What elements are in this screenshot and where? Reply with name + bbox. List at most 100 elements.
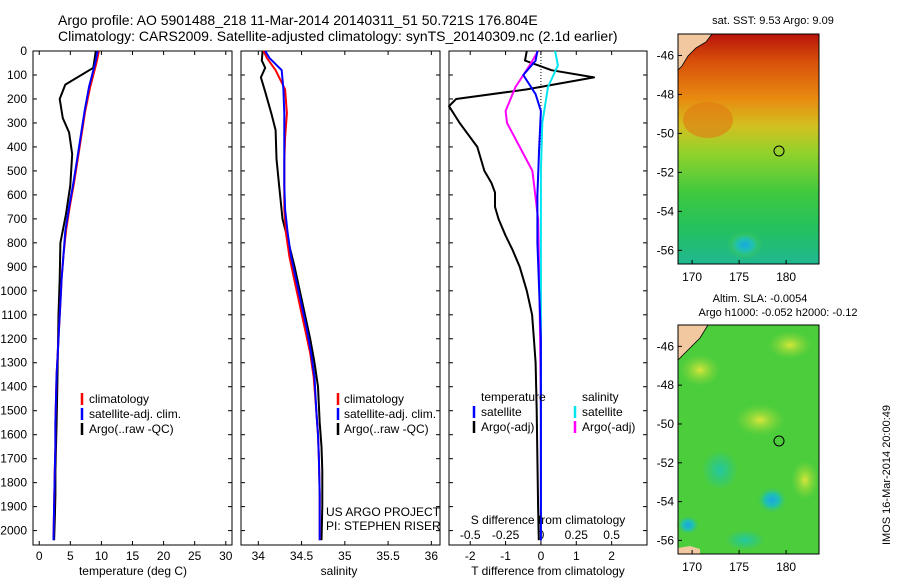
depth-tick-label: 200 bbox=[7, 92, 27, 106]
x-tick-label: 10 bbox=[95, 549, 109, 563]
series-temperature-argo-adj- bbox=[448, 50, 595, 541]
x-tick-label: 30 bbox=[219, 549, 233, 563]
map-x-tick-label: 175 bbox=[729, 560, 749, 574]
depth-tick-label: 1400 bbox=[0, 380, 27, 394]
map-y-tick-label: -52 bbox=[657, 165, 675, 179]
coastline-land bbox=[678, 546, 700, 554]
temperature-legend: climatology satellite-adj. clim. Argo(..… bbox=[80, 392, 181, 436]
sla-patch bbox=[768, 331, 812, 359]
map-y-tick-label: -56 bbox=[657, 243, 675, 257]
salinity-plot: 34 34.5 35 35.5 36 bbox=[252, 50, 439, 563]
sst-warm-patch bbox=[683, 102, 733, 138]
sla-frame bbox=[677, 324, 820, 555]
depth-tick-label: 600 bbox=[7, 188, 27, 202]
project-label: US ARGO PROJECT bbox=[326, 505, 441, 519]
sla-low-eddy bbox=[676, 515, 700, 535]
difference-legend: temperature salinity satellite Argo(-adj… bbox=[472, 390, 635, 434]
depth-tick-label: 400 bbox=[7, 140, 27, 154]
sla-patch bbox=[735, 404, 785, 436]
temperature-xlabel: temperature (deg C) bbox=[79, 564, 187, 578]
depth-tick-label: 900 bbox=[7, 260, 27, 274]
x2-tick-label: -0.5 bbox=[460, 528, 481, 542]
x-tick-label: 15 bbox=[126, 549, 140, 563]
sla-patch bbox=[702, 450, 738, 490]
legend-temp-satellite: satellite bbox=[481, 405, 522, 419]
depth-tick-label: 800 bbox=[7, 236, 27, 250]
depth-tick-label: 1500 bbox=[0, 404, 27, 418]
map-y-tick-label: -48 bbox=[657, 378, 675, 392]
sla-patch bbox=[680, 354, 720, 386]
depth-tick-label: 500 bbox=[7, 164, 27, 178]
salinity-panel bbox=[240, 50, 441, 546]
legend-sal-argo: Argo(-adj) bbox=[582, 420, 635, 434]
x-tick-label: 35.5 bbox=[376, 549, 400, 563]
x2-tick-label: 0.25 bbox=[565, 528, 589, 542]
coastline-land bbox=[677, 33, 713, 71]
map-y-tick-label: -54 bbox=[657, 495, 675, 509]
legend-sal-satellite: satellite bbox=[582, 405, 623, 419]
depth-tick-label: 1100 bbox=[1, 308, 27, 322]
series-salinity-satellite bbox=[539, 50, 559, 541]
x-tick-label: -2 bbox=[465, 549, 476, 563]
depth-tick-label: 1200 bbox=[0, 332, 27, 346]
map-x-tick-label: 175 bbox=[729, 270, 749, 284]
x-tick-label: -1 bbox=[500, 549, 511, 563]
depth-tick-label: 1800 bbox=[0, 476, 27, 490]
legend-salinity-title: salinity bbox=[582, 390, 619, 404]
depth-tick-label: 100 bbox=[7, 68, 27, 82]
depth-tick-label: 0 bbox=[20, 44, 27, 58]
x-tick-label: 1 bbox=[573, 549, 580, 563]
temperature-panel bbox=[32, 50, 233, 546]
depth-tick-label: 1700 bbox=[0, 452, 27, 466]
difference-panel bbox=[448, 50, 648, 546]
sla-title-1: Altim. SLA: -0.0054 bbox=[713, 293, 808, 305]
map-y-tick-label: -54 bbox=[657, 204, 675, 218]
legend-satellite-adj: satellite-adj. clim. bbox=[89, 407, 181, 421]
depth-tick-label: 1300 bbox=[0, 356, 27, 370]
x-tick-label: 36 bbox=[425, 549, 439, 563]
map-y-tick-label: -50 bbox=[657, 126, 675, 140]
sla-map: Altim. SLA: -0.0054 Argo h1000: -0.052 h… bbox=[657, 293, 858, 574]
x-tick-label: 5 bbox=[67, 549, 74, 563]
depth-tick-label: 2000 bbox=[0, 524, 27, 538]
x2-tick-label: 0.5 bbox=[603, 528, 620, 542]
map-x-tick-label: 170 bbox=[682, 560, 702, 574]
map-y-tick-label: -50 bbox=[657, 417, 675, 431]
series-temperature-satellite bbox=[522, 50, 542, 541]
series-satellite-adj-clim- bbox=[52, 50, 99, 541]
depth-axis: 0 100 200 300 400 500 600 700 800 900 1000 1100 1200… bbox=[0, 44, 647, 538]
sla-title-2: Argo h1000: -0.052 h2000: -0.12 bbox=[698, 307, 857, 319]
depth-tick-label: 300 bbox=[7, 116, 27, 130]
series-satellite-adj-clim- bbox=[264, 50, 321, 541]
depth-tick-label: 1000 bbox=[0, 284, 27, 298]
map-x-tick-label: 170 bbox=[682, 270, 702, 284]
temperature-plot: 0 5 10 15 20 25 30 bbox=[36, 50, 233, 563]
series-argo-raw-qc- bbox=[259, 50, 324, 541]
pi-label: PI: STEPHEN RISER bbox=[326, 519, 441, 533]
map-y-tick-label: -52 bbox=[657, 456, 675, 470]
sla-patch bbox=[725, 530, 765, 550]
series-salinity-argo-adj- bbox=[504, 50, 542, 541]
sst-cold-patch bbox=[727, 231, 763, 259]
x-tick-label: 35 bbox=[338, 549, 352, 563]
map-y-tick-label: -46 bbox=[657, 48, 675, 62]
x-tick-label: 25 bbox=[188, 549, 202, 563]
legend-satellite-adj: satellite-adj. clim. bbox=[344, 407, 436, 421]
x-tick-label: 20 bbox=[157, 549, 171, 563]
x-tick-label: 0 bbox=[36, 549, 43, 563]
legend-argo: Argo(..raw -QC) bbox=[344, 422, 429, 436]
x-tick-label: 34 bbox=[252, 549, 266, 563]
timestamp-stamp: IMOS 16-Mar-2014 20:00:49 bbox=[881, 405, 893, 545]
figure-header: Argo profile: AO 5901488_218 11-Mar-2014… bbox=[58, 12, 618, 44]
depth-tick-label: 1600 bbox=[0, 428, 27, 442]
salinity-xlabel: salinity bbox=[321, 564, 358, 578]
legend-argo: Argo(..raw -QC) bbox=[89, 422, 174, 436]
salinity-legend: climatology satellite-adj. clim. Argo(..… bbox=[336, 392, 436, 436]
sla-float-marker bbox=[773, 435, 785, 447]
sla-patch bbox=[791, 460, 819, 500]
sst-map: sat. SST: 9.53 Argo: 9.09 170 175 180 -46 -4… bbox=[657, 15, 834, 284]
map-y-tick-label: -56 bbox=[657, 533, 675, 547]
x-tick-label: 0 bbox=[538, 549, 545, 563]
